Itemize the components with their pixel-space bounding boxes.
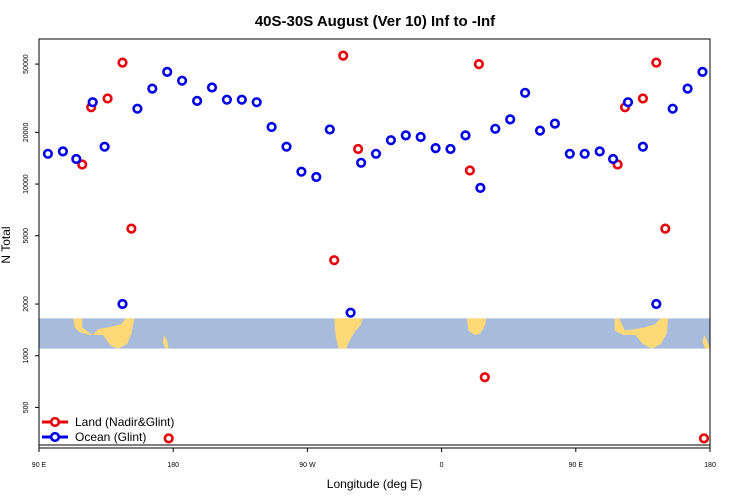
point-ocean-5 [117,298,128,310]
y-axis: 500 1000 2000 5000 10000 20000 50000 [23,54,39,413]
point-ocean-22 [370,148,382,159]
point-ocean-3 [87,97,98,108]
point-ocean-7 [147,83,158,94]
point-land-7 [338,50,349,61]
point-ocean-12 [221,94,232,105]
point-land-4 [126,223,137,234]
y-tick-label-0: 500 [23,401,30,413]
point-ocean-34 [549,118,561,129]
point-land-11 [479,372,490,383]
legend: Land (Nadir&Glint) Ocean (Glint) [42,415,174,444]
point-ocean-20 [345,307,356,318]
legend-marker-ocean [49,431,61,443]
x-axis: 90 E 180 90 W 0 90 E 180 [32,448,716,469]
point-ocean-21 [356,157,367,168]
y-tick-label-1: 1000 [23,348,30,364]
point-ocean-35 [564,148,575,159]
point-ocean-17 [296,166,307,177]
point-ocean-8 [162,66,173,77]
point-ocean-27 [445,143,456,155]
map-land-australia-1 [73,318,135,349]
point-ocean-36 [579,148,590,159]
point-ocean-38 [607,153,619,165]
point-ocean-18 [311,171,322,183]
point-land-14 [637,93,649,104]
point-ocean-13 [236,94,247,105]
legend-marker-land [49,416,61,428]
point-ocean-19 [324,124,335,135]
point-ocean-11 [206,82,218,93]
x-tick-label-4: 90 E [569,462,584,469]
map-land-south-america [334,318,363,349]
point-ocean-28 [460,130,471,141]
point-ocean-9 [177,75,188,86]
point-ocean-4 [99,141,110,152]
point-ocean-30 [490,123,501,134]
legend-item-land: Land (Nadir&Glint) [42,415,174,429]
point-land-3 [117,57,128,68]
legend-label-ocean: Ocean (Glint) [75,430,146,444]
point-ocean-42 [667,103,678,114]
map-land-south-africa [466,318,487,335]
map-land-nz-1 [162,335,169,349]
plot-frame [38,38,711,449]
y-tick-label-6: 50000 [23,54,30,74]
point-land-2 [102,93,113,104]
point-land-5 [163,433,174,444]
legend-item-ocean: Ocean (Glint) [42,430,146,444]
chart-title: 40S-30S August (Ver 10) Inf to -Inf [255,13,496,30]
point-land-0 [77,159,88,170]
x-axis-label: Longitude (deg E) [327,477,422,491]
point-ocean-23 [385,135,397,146]
x-tick-label-2: 90 W [299,462,316,469]
x-tick-label-0: 90 E [32,462,47,469]
point-ocean-40 [637,141,649,152]
data-points [42,50,710,444]
point-ocean-39 [622,97,634,108]
point-ocean-10 [192,95,203,106]
point-ocean-1 [57,146,69,157]
y-tick-label-4: 10000 [23,174,30,194]
point-ocean-16 [281,141,292,152]
point-land-9 [464,165,476,176]
x-tick-label-1: 180 [167,462,179,469]
point-ocean-14 [251,97,262,108]
point-ocean-0 [42,148,54,159]
point-ocean-24 [400,130,411,141]
point-land-16 [660,223,671,234]
point-ocean-32 [519,87,531,98]
point-ocean-33 [534,125,546,136]
point-ocean-15 [266,121,277,133]
point-ocean-6 [132,103,143,114]
point-ocean-26 [430,143,441,154]
point-ocean-44 [697,66,708,77]
point-ocean-25 [415,131,426,143]
map-land-australia-2 [614,318,669,349]
y-axis-label: N Total [0,226,13,263]
point-land-10 [473,58,485,70]
world-map-strip [39,318,710,349]
point-ocean-41 [651,298,662,310]
map-land-nz-2 [702,335,710,349]
y-tick-label-3: 5000 [23,228,30,244]
map-ocean [39,318,710,349]
point-ocean-2 [71,153,82,165]
point-land-8 [353,143,364,155]
point-ocean-31 [505,114,516,125]
x-tick-label-5: 180 [704,462,716,469]
point-land-6 [329,255,340,266]
point-ocean-37 [594,146,605,157]
x-tick-label-3: 0 [440,462,444,469]
point-ocean-43 [682,83,693,94]
point-ocean-29 [475,182,486,193]
point-land-17 [698,433,710,444]
y-tick-label-5: 20000 [23,123,30,143]
legend-label-land: Land (Nadir&Glint) [75,415,174,429]
point-land-15 [651,57,662,68]
y-tick-label-2: 2000 [23,296,30,312]
